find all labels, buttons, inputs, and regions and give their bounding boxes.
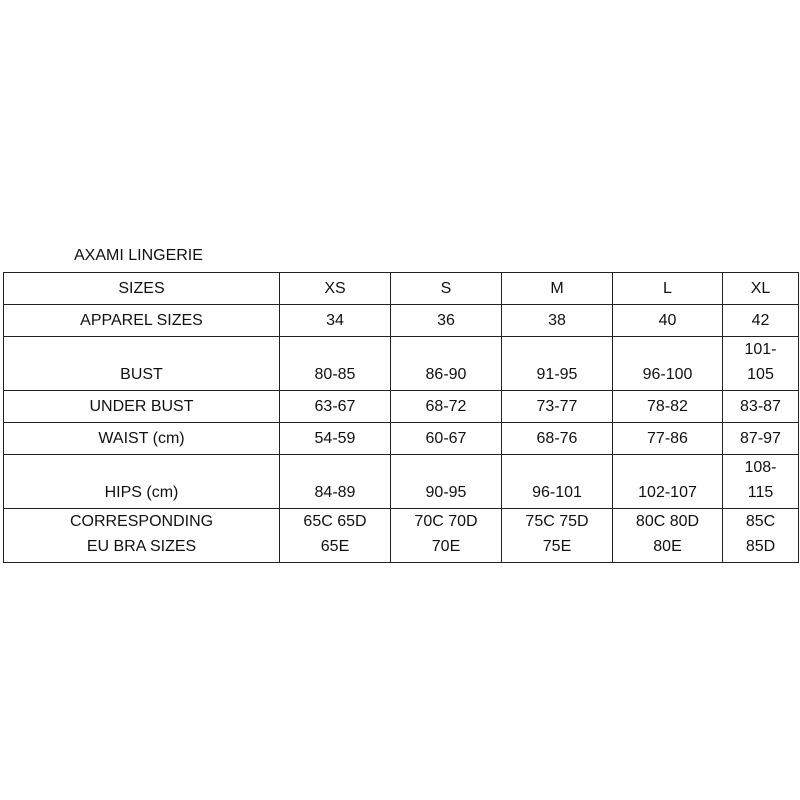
table-cell: 42	[722, 304, 799, 337]
table-cell: 101- 105	[722, 336, 799, 391]
table-cell: 108- 115	[722, 454, 799, 509]
table-cell: 80-85	[279, 336, 391, 391]
table-cell: M	[501, 272, 613, 305]
row-label: UNDER BUST	[3, 390, 280, 423]
table-cell: 91-95	[501, 336, 613, 391]
row-label: SIZES	[3, 272, 280, 305]
row-label: WAIST (cm)	[3, 422, 280, 455]
table-row-apparel-sizes: APPAREL SIZES 34 36 38 40 42	[3, 304, 799, 337]
table-cell: XL	[722, 272, 799, 305]
table-cell: 86-90	[390, 336, 502, 391]
size-chart-table: SIZES XS S M L XL APPAREL SIZES 34 36 38 40 42 BUST 8…	[3, 272, 799, 563]
table-cell: 83-87	[722, 390, 799, 423]
table-cell: 96-101	[501, 454, 613, 509]
table-cell: 96-100	[612, 336, 723, 391]
table-cell: 63-67	[279, 390, 391, 423]
table-cell: 68-76	[501, 422, 613, 455]
table-cell: S	[390, 272, 502, 305]
table-cell: 75C 75D 75E	[501, 508, 613, 563]
table-row-hips: HIPS (cm) 84-89 90-95 96-101 102-107 108- 115	[3, 454, 799, 509]
table-cell: 38	[501, 304, 613, 337]
table-cell: L	[612, 272, 723, 305]
table-row-under-bust: UNDER BUST 63-67 68-72 73-77 78-82 83-87	[3, 390, 799, 423]
document-title: AXAMI LINGERIE	[74, 247, 203, 264]
table-cell: 60-67	[390, 422, 502, 455]
table-row-sizes: SIZES XS S M L XL	[3, 272, 799, 305]
table-cell: 90-95	[390, 454, 502, 509]
row-label: HIPS (cm)	[3, 454, 280, 509]
table-cell: 73-77	[501, 390, 613, 423]
table-cell: 77-86	[612, 422, 723, 455]
table-cell: 102-107	[612, 454, 723, 509]
table-cell: 68-72	[390, 390, 502, 423]
table-cell: 54-59	[279, 422, 391, 455]
row-label: CORRESPONDING EU BRA SIZES	[3, 508, 280, 563]
table-cell: 70C 70D 70E	[390, 508, 502, 563]
table-cell: 80C 80D 80E	[612, 508, 723, 563]
table-row-bust: BUST 80-85 86-90 91-95 96-100 101- 105	[3, 336, 799, 391]
table-cell: 84-89	[279, 454, 391, 509]
table-cell: 36	[390, 304, 502, 337]
table-cell: 34	[279, 304, 391, 337]
table-cell: 85C 85D	[722, 508, 799, 563]
row-label: APPAREL SIZES	[3, 304, 280, 337]
table-row-waist: WAIST (cm) 54-59 60-67 68-76 77-86 87-97	[3, 422, 799, 455]
table-cell: XS	[279, 272, 391, 305]
table-cell: 87-97	[722, 422, 799, 455]
table-row-eu-bra-sizes: CORRESPONDING EU BRA SIZES 65C 65D 65E 70C…	[3, 508, 799, 563]
table-cell: 78-82	[612, 390, 723, 423]
table-cell: 40	[612, 304, 723, 337]
row-label: BUST	[3, 336, 280, 391]
table-cell: 65C 65D 65E	[279, 508, 391, 563]
